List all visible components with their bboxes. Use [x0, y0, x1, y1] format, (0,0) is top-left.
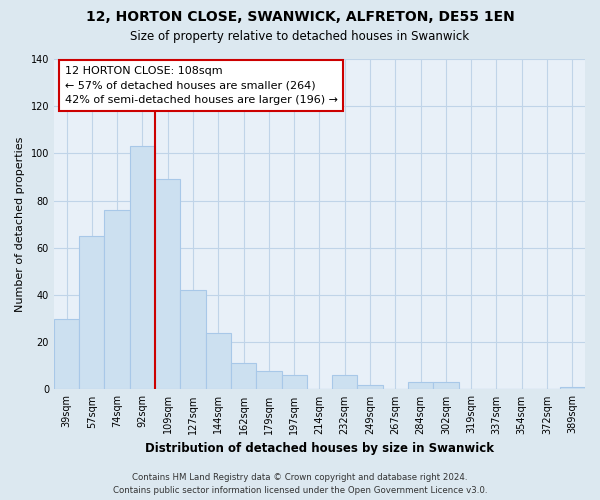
- Bar: [130, 146, 155, 390]
- Bar: [79, 236, 104, 390]
- Y-axis label: Number of detached properties: Number of detached properties: [15, 136, 25, 312]
- Bar: [104, 210, 130, 390]
- Bar: [231, 364, 256, 390]
- Bar: [433, 382, 458, 390]
- Bar: [256, 370, 281, 390]
- Bar: [281, 376, 307, 390]
- Bar: [181, 290, 206, 390]
- Bar: [408, 382, 433, 390]
- Bar: [332, 376, 358, 390]
- Text: 12, HORTON CLOSE, SWANWICK, ALFRETON, DE55 1EN: 12, HORTON CLOSE, SWANWICK, ALFRETON, DE…: [86, 10, 514, 24]
- Text: Size of property relative to detached houses in Swanwick: Size of property relative to detached ho…: [130, 30, 470, 43]
- Bar: [155, 180, 181, 390]
- Bar: [560, 387, 585, 390]
- Bar: [358, 384, 383, 390]
- Text: Contains HM Land Registry data © Crown copyright and database right 2024.
Contai: Contains HM Land Registry data © Crown c…: [113, 474, 487, 495]
- Bar: [206, 333, 231, 390]
- Bar: [54, 318, 79, 390]
- Text: 12 HORTON CLOSE: 108sqm
← 57% of detached houses are smaller (264)
42% of semi-d: 12 HORTON CLOSE: 108sqm ← 57% of detache…: [65, 66, 338, 105]
- X-axis label: Distribution of detached houses by size in Swanwick: Distribution of detached houses by size …: [145, 442, 494, 455]
